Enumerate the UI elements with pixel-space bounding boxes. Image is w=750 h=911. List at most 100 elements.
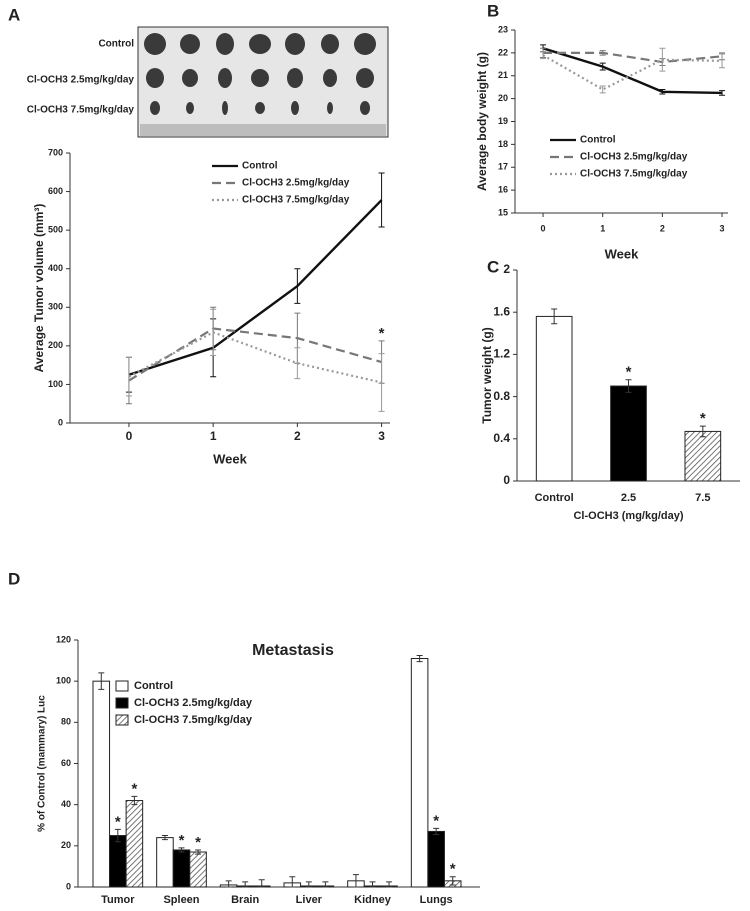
- error-bar: [258, 879, 265, 888]
- panel-letter: B: [487, 1, 499, 20]
- series-line: [128, 327, 382, 382]
- tumor-blobs: [144, 33, 376, 115]
- series-line: [128, 331, 382, 384]
- x-tick-label: Brain: [231, 894, 259, 906]
- error-bar: [599, 62, 606, 71]
- x-tick-label: Liver: [296, 894, 323, 906]
- y-tick-label: 0: [58, 417, 63, 427]
- y-tick-label: 17: [498, 162, 508, 172]
- x-tick-label: 2: [294, 429, 301, 443]
- tumor-blob: [327, 102, 333, 114]
- error-bar: [625, 379, 632, 393]
- x-tick-label: Lungs: [420, 894, 453, 906]
- error-bar: [114, 828, 121, 843]
- y-tick-label: 20: [498, 93, 508, 103]
- significance-mark: *: [450, 861, 456, 878]
- y-tick-label: 2: [503, 262, 510, 276]
- tumor-blob: [146, 68, 164, 88]
- y-tick-label: 40: [61, 799, 71, 809]
- x-axis-label: Week: [605, 246, 639, 261]
- bar: [427, 830, 445, 888]
- bar: [410, 658, 429, 888]
- legend-label: Control: [134, 680, 173, 692]
- tumor-blob: [287, 68, 303, 88]
- significance-mark: *: [195, 834, 201, 851]
- tumor-blob: [285, 33, 305, 55]
- y-tick-label: 22: [498, 47, 508, 57]
- error-bar: [98, 672, 105, 690]
- bar: [684, 430, 722, 482]
- error-bar: [719, 90, 726, 96]
- x-tick-label: 1: [600, 223, 605, 233]
- x-tick-label: 7.5: [695, 492, 710, 504]
- significance-mark: *: [115, 813, 121, 830]
- error-bar: [294, 268, 301, 304]
- legend-label: Cl-OCH3 7.5mg/kg/day: [242, 195, 350, 206]
- tumor-blob: [218, 68, 232, 88]
- legend-label: Cl-OCH3 2.5mg/kg/day: [580, 152, 688, 163]
- bar: [189, 851, 207, 888]
- tumor-blob: [360, 101, 370, 115]
- y-tick-label: 0: [503, 473, 510, 487]
- series-line: [543, 51, 723, 64]
- error-bar: [416, 654, 423, 663]
- x-tick-label: Control: [535, 492, 574, 504]
- legend-swatch: [115, 714, 129, 726]
- error-bar: [699, 425, 706, 438]
- panel-letter: D: [8, 569, 20, 588]
- photo-ruler: [140, 124, 386, 136]
- y-tick-label: 20: [61, 840, 71, 850]
- tumor-blob: [180, 34, 200, 54]
- y-tick-label: 500: [48, 225, 63, 235]
- tumor-blob: [251, 69, 269, 87]
- photo-label: Cl-OCH3 2.5mg/kg/day: [27, 75, 135, 86]
- error-bar: [369, 881, 376, 888]
- x-tick-label: 2: [660, 223, 665, 233]
- error-bar: [161, 835, 168, 841]
- error-bar: [433, 827, 440, 836]
- panel-letter: C: [487, 257, 499, 276]
- error-bar: [195, 849, 202, 855]
- x-tick-label: 3: [378, 429, 385, 443]
- error-bar: [551, 308, 558, 325]
- photo-label: Cl-OCH3 7.5mg/kg/day: [27, 105, 135, 116]
- error-bar: [178, 847, 185, 853]
- bar: [156, 837, 174, 888]
- error-bar: [659, 47, 666, 72]
- significance-mark: *: [379, 325, 385, 342]
- panel-letter: A: [8, 5, 20, 24]
- y-tick-label: 600: [48, 186, 63, 196]
- y-tick-label: 19: [498, 116, 508, 126]
- y-tick-label: 200: [48, 340, 63, 350]
- y-tick-label: 120: [56, 634, 71, 644]
- y-tick-label: 23: [498, 24, 508, 34]
- axis: [69, 153, 390, 424]
- legend-label: Cl-OCH3 2.5mg/kg/day: [134, 697, 253, 709]
- y-tick-label: 15: [498, 207, 508, 217]
- y-tick-label: 1.6: [493, 304, 510, 318]
- tumor-blob: [186, 102, 194, 114]
- y-axis-label: Average Tumor volume (mm³): [32, 204, 46, 373]
- x-tick-label: 1: [210, 429, 217, 443]
- y-axis-label: % of Control (mammary) Luc: [37, 695, 48, 832]
- series-line: [128, 199, 383, 376]
- significance-mark: *: [131, 780, 137, 797]
- error-bar: [289, 876, 296, 888]
- error-bar: [305, 881, 312, 888]
- error-bar: [294, 347, 301, 380]
- axis: [514, 30, 728, 214]
- x-tick-label: 0: [126, 429, 133, 443]
- legend-label: Cl-OCH3 2.5mg/kg/day: [242, 178, 350, 189]
- error-bar: [386, 881, 393, 888]
- x-tick-label: Kidney: [354, 894, 392, 906]
- legend-label: Cl-OCH3 7.5mg/kg/day: [134, 714, 253, 726]
- tumor-blob: [255, 102, 265, 114]
- y-tick-label: 100: [56, 676, 71, 686]
- tumor-blob: [249, 34, 271, 54]
- legend-label: Cl-OCH3 7.5mg/kg/day: [580, 169, 688, 180]
- x-tick-label: 0: [541, 223, 546, 233]
- error-bar: [322, 881, 329, 888]
- tumor-blob: [321, 34, 339, 54]
- error-bar: [378, 172, 385, 228]
